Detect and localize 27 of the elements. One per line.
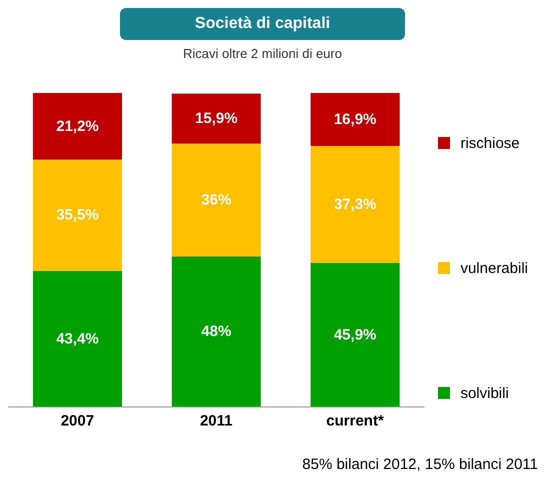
data-label: 36% (201, 191, 232, 208)
x-tick-label: current* (326, 412, 384, 430)
bar (172, 256, 261, 407)
data-label: 45,9% (334, 326, 376, 344)
chart-title: Società di capitali (120, 8, 405, 40)
data-label: 37,3% (334, 196, 376, 214)
x-tick-label: 2007 (60, 412, 94, 430)
data-label: 48% (201, 323, 232, 340)
bar (172, 144, 261, 256)
chart-subtitle: Ricavi oltre 2 milioni di euro (182, 46, 343, 61)
data-label: 21,2% (56, 118, 99, 135)
legend-label: solvibili (460, 384, 509, 402)
data-label: 35,5% (56, 206, 99, 224)
data-label: 43,4% (56, 330, 99, 348)
bar (310, 146, 400, 264)
bar (32, 93, 122, 160)
bar (32, 270, 122, 407)
legend-label: rischiose (460, 134, 520, 152)
bar (310, 263, 400, 407)
text: 85% bilanci 2012, 15% bilanci 2011 (302, 456, 538, 473)
data-label: 15,9% (195, 110, 238, 128)
bar (172, 94, 261, 144)
bar (32, 160, 122, 271)
x-tick-label: 2011 (200, 412, 232, 430)
legend-label: vulnerabili (460, 260, 528, 276)
bar (310, 93, 400, 146)
data-label: 16,9% (334, 111, 376, 128)
